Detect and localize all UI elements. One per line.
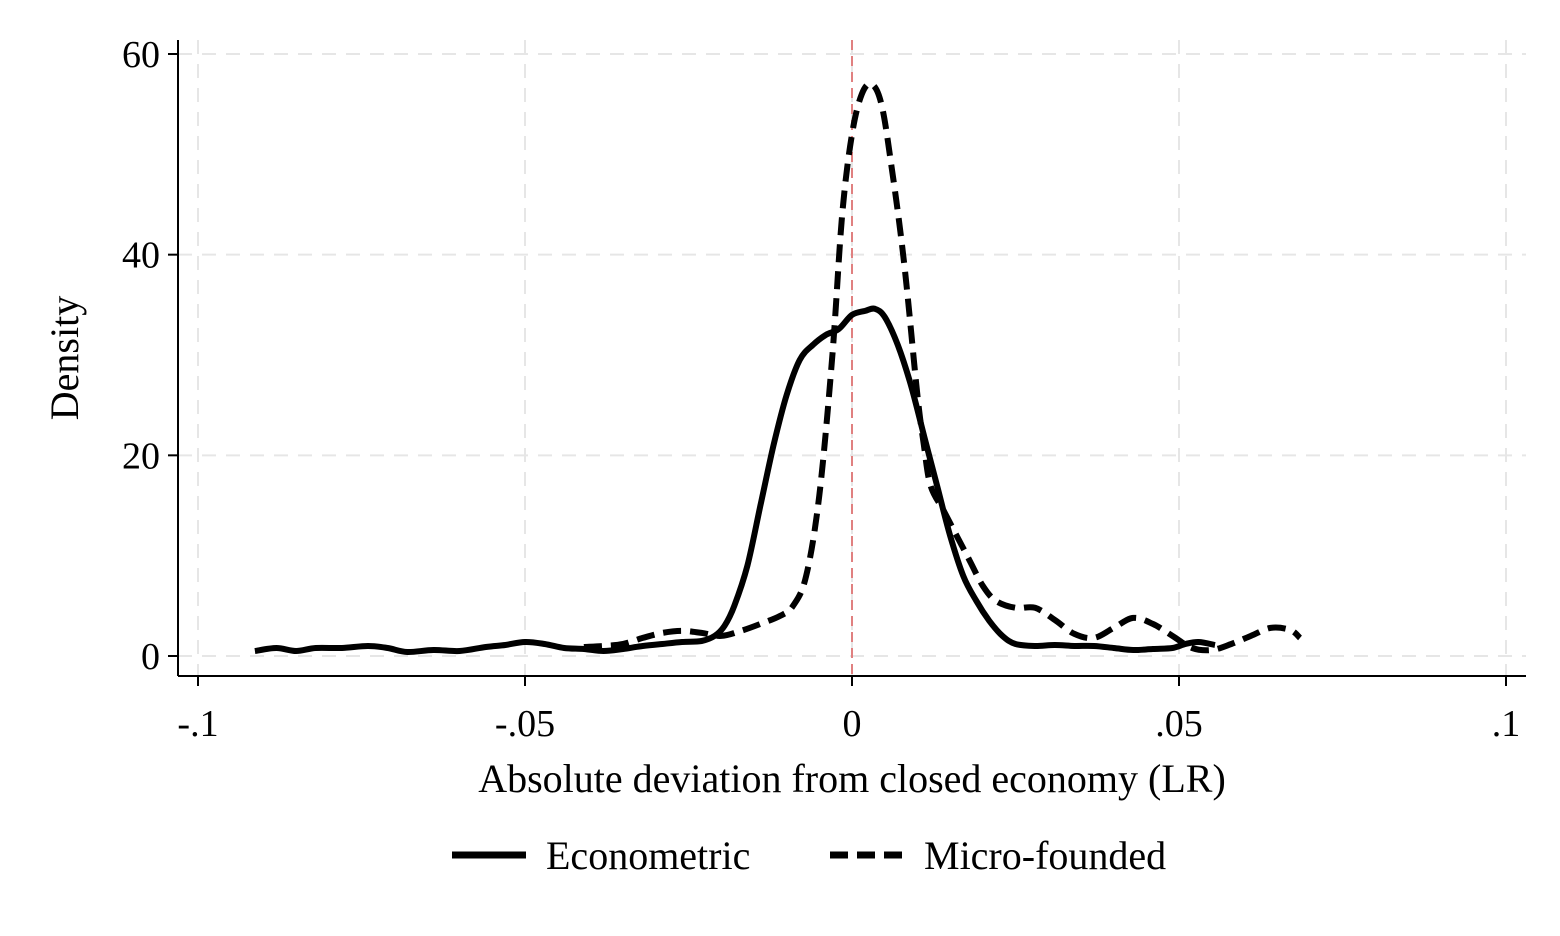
ticks: -.1 -.05 0 .05 .1 0 20 40 60: [122, 34, 1520, 745]
legend: Econometric Micro-founded: [452, 833, 1166, 878]
series-layer: [254, 80, 1303, 656]
x-tick-label: .1: [1492, 703, 1521, 745]
y-tick-label: 40: [122, 235, 160, 277]
grid: [178, 40, 1526, 676]
x-tick-label: -.05: [495, 703, 555, 745]
series-line-econometric: [254, 305, 1216, 656]
y-tick-label: 20: [122, 435, 160, 477]
y-axis-title: Density: [42, 296, 87, 420]
legend-label-econometric: Econometric: [546, 833, 750, 878]
series-line-micro-founded: [583, 80, 1303, 654]
x-axis-title: Absolute deviation from closed economy (…: [478, 756, 1226, 801]
x-tick-label: -.1: [177, 703, 218, 745]
y-tick-label: 60: [122, 34, 160, 76]
x-tick-label: 0: [843, 703, 862, 745]
legend-label-micro-founded: Micro-founded: [924, 833, 1166, 878]
y-tick-label: 0: [141, 636, 160, 678]
x-tick-label: .05: [1155, 703, 1203, 745]
